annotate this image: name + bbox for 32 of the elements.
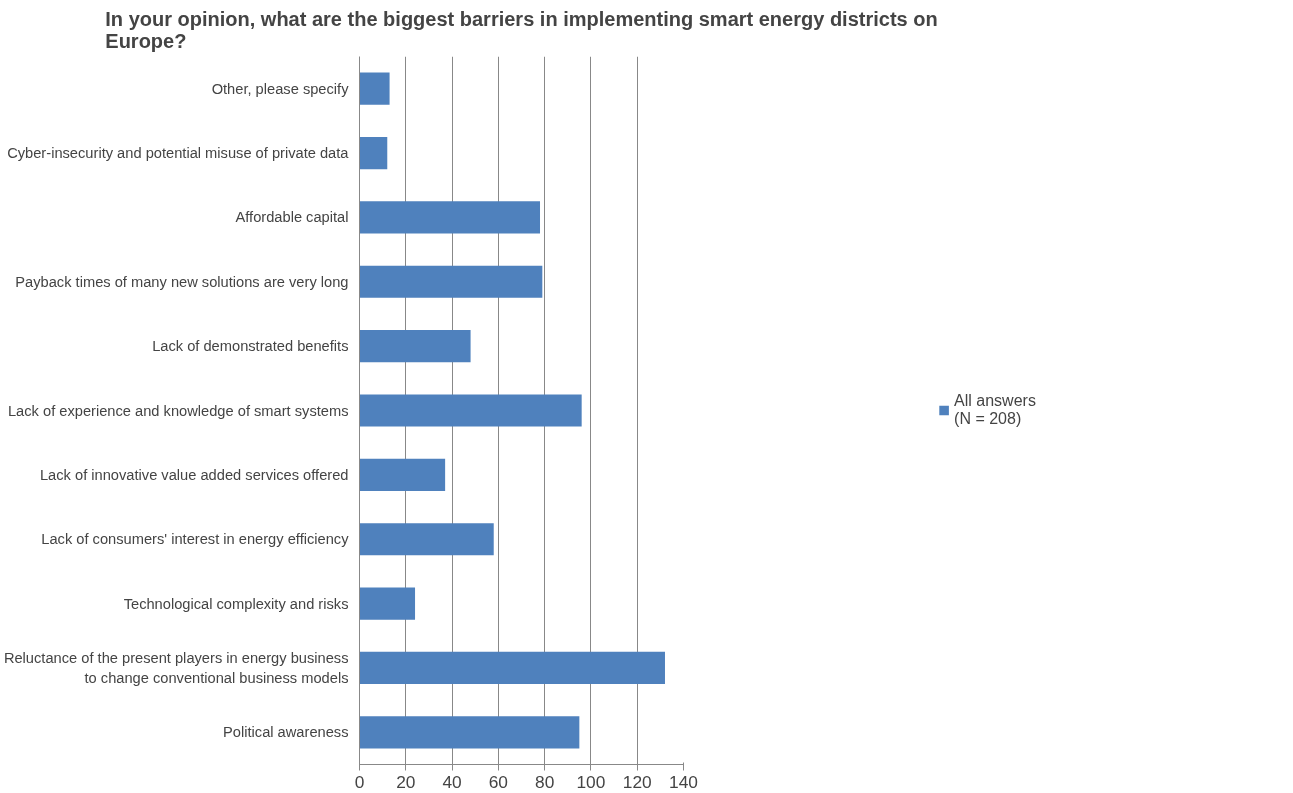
x-tick-label: 60	[488, 771, 508, 792]
legend-label: All answers (N = 208)	[954, 392, 1036, 428]
bar	[359, 394, 582, 427]
x-tick-label: 80	[535, 771, 555, 792]
y-tick-label: Technological complexity and risks	[123, 595, 349, 612]
bar	[359, 265, 543, 298]
x-tick-label: 20	[396, 771, 416, 792]
x-tick-label: 140	[669, 771, 698, 792]
y-tick-label: Lack of innovative value added services offered	[39, 466, 349, 483]
chart-title: In your opinion, what are the biggest barriers in implementing smart energy districts on Europe?	[105, 7, 938, 52]
bar	[359, 651, 665, 685]
bar	[359, 330, 471, 363]
y-tick-label: Lack of consumers' interest in energy efficiency	[41, 531, 350, 548]
x-tick-label: 0	[354, 771, 365, 792]
bar	[359, 523, 494, 556]
bar	[359, 136, 388, 170]
y-tick-label: Lack of demonstrated benefits	[152, 338, 349, 355]
x-tick-label: 100	[576, 771, 606, 792]
y-tick-label: Political awareness	[223, 724, 349, 741]
bar	[359, 458, 446, 491]
y-tick-label: Other, please specify	[211, 80, 350, 97]
bar	[359, 587, 416, 620]
y-tick-label: Payback times of many new solutions are very long	[15, 273, 349, 290]
bar	[359, 716, 580, 749]
x-tick-label: 40	[442, 771, 462, 792]
y-tick-label: Cyber-insecurity and potential misuse of private data	[7, 145, 350, 162]
y-tick-label: Affordable capital	[235, 209, 349, 226]
bar	[359, 72, 390, 105]
x-tick-label: 120	[622, 771, 652, 792]
y-tick-label: Lack of experience and knowledge of smart systems	[7, 402, 349, 419]
y-tick-label: Reluctance of the present players in energy business to change conventional business models	[3, 650, 349, 686]
bar	[359, 201, 541, 234]
